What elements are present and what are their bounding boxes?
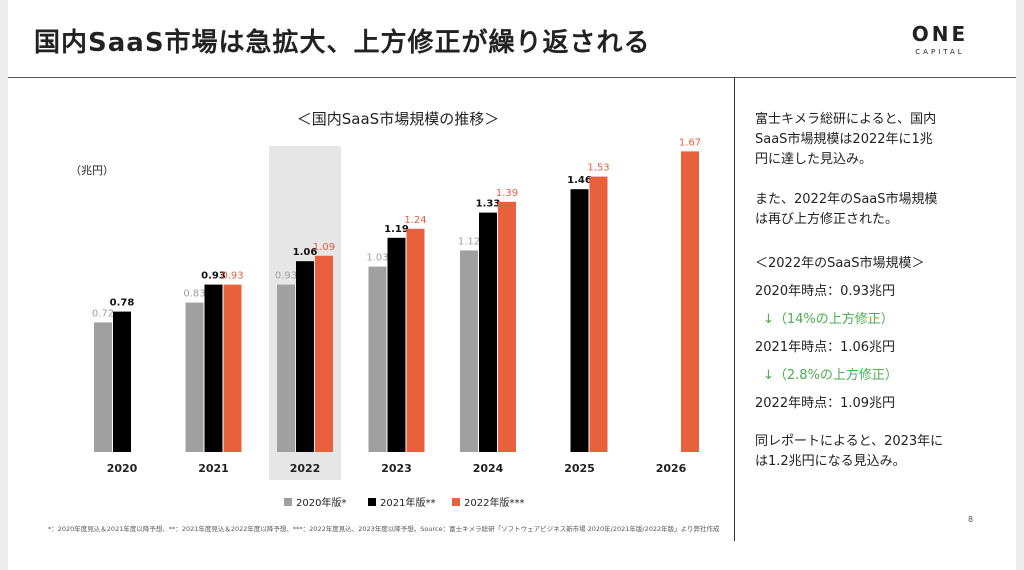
- data-label: 1.53: [587, 163, 609, 174]
- side-text-line: 同レポートによると、2023年に: [755, 434, 944, 449]
- x-tick-label: 2023: [381, 462, 412, 475]
- bar-2022-s1: [277, 284, 295, 452]
- bar-2024-s3: [498, 201, 516, 452]
- x-tick-label: 2020: [107, 462, 138, 475]
- data-label: 1.24: [404, 215, 426, 226]
- legend-swatch: [284, 498, 292, 506]
- legend-swatch: [368, 498, 376, 506]
- side-text-line: は再び上方修正された。: [755, 212, 899, 227]
- title-divider: [8, 77, 1016, 78]
- legend-label: 2020年版*: [296, 496, 346, 509]
- bar-2022-s2: [296, 261, 314, 452]
- bar-2025-s2: [570, 189, 589, 452]
- revision-note: ↓（14%の上方修正）: [763, 312, 894, 327]
- side-para-1: 富士キメラ総研によると、国内 SaaS市場規模は2022年に1兆 円に達した見込み。: [755, 110, 987, 170]
- saas-market-chart: ＜国内SaaS市場規模の推移＞（兆円）0.720.7820200.830.930…: [70, 110, 701, 509]
- estimate-line: 2022年時点：1.09兆円: [755, 396, 896, 411]
- estimate-line: 2021年時点：1.06兆円: [755, 340, 896, 355]
- data-label: 1.06: [293, 247, 318, 258]
- legend-label: 2021年版**: [380, 496, 435, 509]
- bar-2023-s2: [387, 237, 406, 452]
- bar-2025-s3: [589, 176, 608, 452]
- data-label: 0.93: [275, 271, 297, 282]
- data-label: 1.33: [476, 199, 501, 210]
- data-label: 1.09: [313, 242, 335, 253]
- legend-label: 2022年版***: [464, 496, 524, 509]
- data-label: 1.03: [366, 253, 388, 264]
- side-text-line: また、2022年のSaaS市場規模: [755, 192, 938, 207]
- logo-main-text: ONE: [911, 22, 969, 46]
- x-tick-label: 2024: [473, 462, 504, 475]
- data-label: 1.46: [567, 175, 592, 186]
- bar-2020-s2: [113, 311, 131, 452]
- panel-divider: [734, 77, 735, 541]
- slide-title: 国内SaaS市場は急拡大、上方修正が繰り返される: [34, 28, 651, 58]
- data-label: 0.93: [201, 271, 226, 282]
- slide: 国内SaaS市場は急拡大、上方修正が繰り返される ONE CAPITAL ＜国内…: [8, 0, 1016, 570]
- estimate-line: 2020年時点：0.93兆円: [755, 284, 896, 299]
- page-number: 8: [968, 515, 974, 524]
- bar-2021-s1: [185, 302, 204, 452]
- side-text-line: は1.2兆円になる見込み。: [755, 454, 906, 469]
- bar-2023-s1: [368, 266, 387, 452]
- bar-2024-s1: [460, 250, 478, 452]
- side-para-2: また、2022年のSaaS市場規模 は再び上方修正された。: [755, 190, 987, 230]
- bar-2021-s2: [204, 284, 223, 452]
- x-tick-label: 2022: [290, 462, 321, 475]
- side-text-line: 富士キメラ総研によると、国内: [755, 112, 937, 127]
- bar-2026-s3: [681, 151, 699, 452]
- footnote: *：2020年度見込＆2021年度以降予想、**：2021年度見込＆2022年度…: [48, 525, 720, 533]
- legend-swatch: [452, 498, 460, 506]
- data-label: 1.67: [679, 137, 701, 148]
- side-panel: 富士キメラ総研によると、国内 SaaS市場規模は2022年に1兆 円に達した見込み。…: [755, 110, 987, 492]
- x-tick-label: 2021: [198, 462, 229, 475]
- data-label: 1.19: [384, 224, 409, 235]
- logo-sub-text: CAPITAL: [915, 48, 965, 56]
- x-tick-label: 2025: [564, 462, 595, 475]
- chart-title: ＜国内SaaS市場規模の推移＞: [297, 110, 499, 128]
- x-tick-label: 2026: [656, 462, 687, 475]
- data-label: 1.39: [496, 188, 518, 199]
- side-rows: 2020年時点：0.93兆円 ↓（14%の上方修正） 2021年時点：1.06兆円 ↓…: [755, 278, 987, 418]
- side-section-title: ＜2022年のSaaS市場規模＞: [755, 256, 925, 271]
- data-label: 0.83: [183, 289, 205, 300]
- revision-note: ↓（2.8%の上方修正）: [763, 368, 898, 383]
- data-label: 0.93: [221, 271, 243, 282]
- side-text-line: 円に達した見込み。: [755, 152, 873, 167]
- bar-2024-s2: [479, 212, 497, 452]
- bar-2020-s1: [94, 322, 112, 452]
- bar-2021-s3: [223, 284, 242, 452]
- unit-label: （兆円）: [70, 164, 114, 177]
- bar-2022-s3: [315, 255, 333, 452]
- data-label: 0.72: [92, 308, 114, 319]
- data-label: 0.78: [110, 298, 135, 309]
- side-para-3: 同レポートによると、2023年に は1.2兆円になる見込み。: [755, 432, 987, 472]
- side-text-line: SaaS市場規模は2022年に1兆: [755, 132, 933, 147]
- bar-2023-s3: [406, 228, 425, 452]
- one-capital-logo: ONE CAPITAL: [900, 22, 980, 56]
- data-label: 1.12: [458, 236, 480, 247]
